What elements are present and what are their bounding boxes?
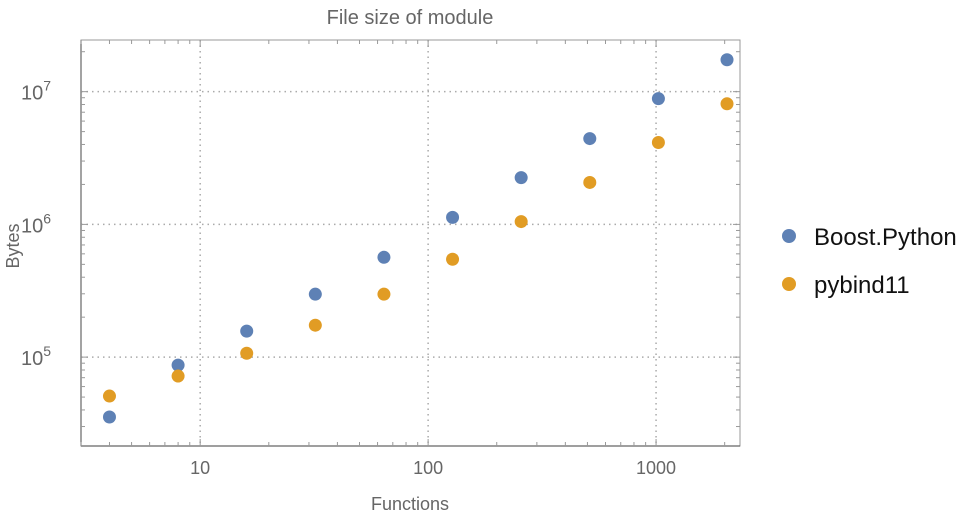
boost-python-point bbox=[720, 53, 734, 67]
y-tick-label: 106 bbox=[21, 210, 51, 237]
pybind11-point bbox=[446, 252, 460, 266]
legend-marker bbox=[782, 277, 796, 291]
pybind11-point bbox=[651, 135, 665, 149]
legend-label: pybind11 bbox=[814, 272, 910, 299]
y-tick-label: 107 bbox=[21, 78, 51, 105]
boost-python-point bbox=[308, 287, 322, 301]
boost-python-point bbox=[514, 171, 528, 185]
boost-python-point bbox=[583, 132, 597, 146]
y-tick-label: 105 bbox=[21, 343, 51, 370]
pybind11-point bbox=[514, 215, 528, 229]
y-axis-label: Bytes bbox=[3, 223, 23, 268]
pybind11-point bbox=[377, 287, 391, 301]
chart-title: File size of module bbox=[327, 7, 494, 29]
boost-python-point bbox=[651, 92, 665, 106]
legend-label: Boost.Python bbox=[814, 224, 957, 251]
pybind11-point bbox=[171, 369, 185, 383]
boost-python-point bbox=[240, 324, 254, 338]
x-tick-label: 10 bbox=[190, 458, 210, 478]
x-axis-label: Functions bbox=[371, 494, 449, 513]
boost-python-point bbox=[171, 358, 185, 372]
legend-marker bbox=[782, 229, 796, 243]
pybind11-point bbox=[308, 318, 322, 332]
x-tick-label: 100 bbox=[413, 458, 443, 478]
pybind11-point bbox=[240, 346, 254, 360]
pybind11-point bbox=[583, 175, 597, 189]
boost-python-point bbox=[446, 210, 460, 224]
pybind11-point bbox=[720, 97, 734, 111]
x-tick-label: 1000 bbox=[636, 458, 676, 478]
plot-frame bbox=[80, 39, 741, 447]
boost-python-point bbox=[377, 250, 391, 264]
pybind11-point bbox=[102, 389, 116, 403]
boost-python-point bbox=[102, 410, 116, 424]
